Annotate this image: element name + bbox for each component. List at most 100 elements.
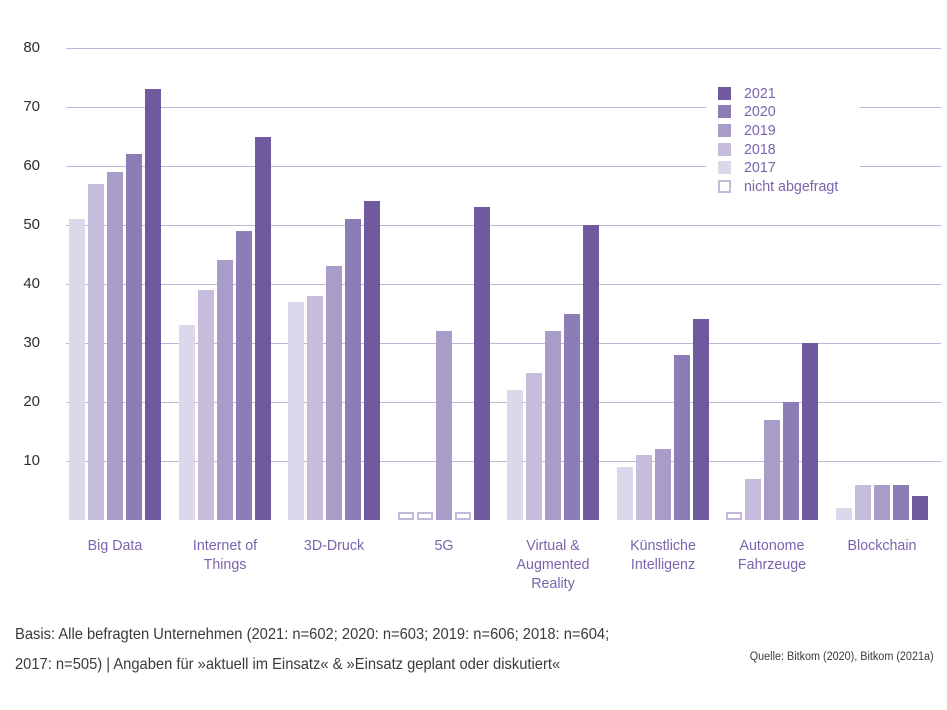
footer-basis-line1: Basis: Alle befragten Unternehmen (2021:… xyxy=(15,626,610,643)
gridline-20 xyxy=(66,402,941,403)
bar-2018-blockchain xyxy=(854,484,871,520)
category-label-5g: 5G xyxy=(387,536,501,555)
y-axis-tick-10: 10 xyxy=(23,452,40,469)
bar-2018-virtual-augmented-reality xyxy=(526,372,542,520)
category-label-line: Things xyxy=(203,556,246,573)
bar-not-asked-2018-5g xyxy=(416,512,433,520)
footer-source: Quelle: Bitkom (2020), Bitkom (2021a) xyxy=(750,651,934,663)
bar-2019-blockchain xyxy=(873,484,890,520)
legend-row-nicht-abgefragt: nicht abgefragt xyxy=(706,177,860,196)
legend-label: 2021 xyxy=(744,84,776,102)
bar-2017-3d-druck xyxy=(288,301,304,520)
bar-2020-virtual-augmented-reality xyxy=(564,313,580,520)
category-label-line: Autonome xyxy=(739,537,805,554)
bar-2021-5g xyxy=(473,207,490,520)
y-axis-tick-70: 70 xyxy=(23,98,40,115)
category-label-internet-of-things: Internet of Things xyxy=(168,536,282,574)
bar-2020-big-data xyxy=(126,154,142,520)
bar-2017-big-data xyxy=(69,219,85,520)
legend-row-2020: 2020 xyxy=(706,103,860,122)
bar-2020-autonome-fahrzeuge xyxy=(783,402,799,520)
bar-2018-internet-of-things xyxy=(197,289,214,520)
legend-swatch-icon xyxy=(718,142,731,156)
category-label-blockchain: Blockchain xyxy=(825,536,939,555)
category-label-line: Virtual & xyxy=(526,537,580,554)
category-label-kuenstliche-intelligenz: Künstliche Intelligenz xyxy=(606,536,720,574)
gridline-60 xyxy=(66,166,941,167)
bar-2021-internet-of-things xyxy=(254,136,271,520)
category-label-line: Augmented xyxy=(516,556,590,573)
category-label-3d-druck: 3D-Druck xyxy=(277,536,391,555)
bar-2020-3d-druck xyxy=(345,219,361,520)
legend-swatch-icon xyxy=(718,161,731,175)
bar-2019-virtual-augmented-reality xyxy=(545,331,561,520)
category-label-line: Blockchain xyxy=(847,537,916,554)
bar-2021-3d-druck xyxy=(364,201,380,520)
chart-legend: 2021 2020 2019 2018 2017 nicht abgefragt xyxy=(706,80,860,196)
bar-2020-blockchain xyxy=(892,484,909,520)
bar-2018-big-data xyxy=(88,183,104,520)
category-label-big-data: Big Data xyxy=(58,536,172,555)
legend-label: 2018 xyxy=(744,140,776,158)
category-label-line: Internet of xyxy=(192,537,257,554)
bar-2017-kuenstliche-intelligenz xyxy=(616,466,633,520)
bar-2018-3d-druck xyxy=(307,295,323,520)
legend-label: 2017 xyxy=(744,159,776,177)
legend-label: 2019 xyxy=(744,121,776,139)
bar-not-asked-2020-5g xyxy=(454,512,471,520)
category-label-line: Reality xyxy=(531,575,575,592)
bar-2019-big-data xyxy=(107,171,123,520)
legend-swatch-icon xyxy=(718,86,731,100)
bar-not-asked-2017-autonome-fahrzeuge xyxy=(726,512,742,520)
bar-2018-kuenstliche-intelligenz xyxy=(635,455,652,520)
category-label-line: Künstliche xyxy=(629,537,696,554)
bar-2017-blockchain xyxy=(835,508,852,520)
bar-2021-blockchain xyxy=(911,496,928,520)
category-label-virtual-augmented-reality: Virtual & Augmented Reality xyxy=(496,536,610,593)
bar-2019-autonome-fahrzeuge xyxy=(764,419,780,520)
bar-2020-internet-of-things xyxy=(235,230,252,520)
y-axis-tick-40: 40 xyxy=(23,275,40,292)
y-axis-tick-30: 30 xyxy=(23,334,40,351)
legend-swatch-icon xyxy=(718,179,731,193)
gridline-10 xyxy=(66,461,941,462)
category-label-line: Big Data xyxy=(87,537,143,554)
bar-2020-kuenstliche-intelligenz xyxy=(673,354,690,520)
category-label-line: 3D-Druck xyxy=(303,537,365,554)
bar-2021-autonome-fahrzeuge xyxy=(802,343,818,520)
category-label-line: Intelligenz xyxy=(630,556,695,573)
bar-2019-internet-of-things xyxy=(216,260,233,520)
bar-2019-kuenstliche-intelligenz xyxy=(654,449,671,520)
legend-swatch-icon xyxy=(718,105,731,119)
y-axis-tick-80: 80 xyxy=(23,39,40,56)
bar-2019-5g xyxy=(435,331,452,520)
footer-basis: Basis: Alle befragten Unternehmen (2021:… xyxy=(15,620,609,680)
bar-2017-internet-of-things xyxy=(178,325,195,520)
bar-2021-big-data xyxy=(145,89,161,520)
bar-2021-kuenstliche-intelligenz xyxy=(692,319,709,520)
gridline-30 xyxy=(66,343,941,344)
legend-label: nicht abgefragt xyxy=(744,177,839,195)
category-label-line: 5G xyxy=(433,537,453,554)
legend-label: 2020 xyxy=(744,103,776,121)
y-axis-tick-50: 50 xyxy=(23,216,40,233)
gridline-50 xyxy=(66,225,941,226)
legend-row-2018: 2018 xyxy=(706,140,860,159)
legend-row-2017: 2017 xyxy=(706,158,860,177)
y-axis-tick-20: 20 xyxy=(23,393,40,410)
legend-swatch-icon xyxy=(718,123,731,137)
y-axis-tick-60: 60 xyxy=(23,157,40,174)
gridline-80 xyxy=(66,48,941,49)
gridline-40 xyxy=(66,284,941,285)
legend-row-2019: 2019 xyxy=(706,121,860,140)
bar-2018-autonome-fahrzeuge xyxy=(745,478,761,520)
category-label-autonome-fahrzeuge: Autonome Fahrzeuge xyxy=(715,536,829,574)
bar-2017-virtual-augmented-reality xyxy=(507,390,523,520)
footer-basis-line2: 2017: n=505) | Angaben für »aktuell im E… xyxy=(15,656,561,673)
gridline-70 xyxy=(66,107,941,108)
bar-2019-3d-druck xyxy=(326,266,342,520)
legend-row-2021: 2021 xyxy=(706,84,860,103)
bar-2021-virtual-augmented-reality xyxy=(583,225,599,520)
category-label-line: Fahrzeuge xyxy=(737,556,807,573)
